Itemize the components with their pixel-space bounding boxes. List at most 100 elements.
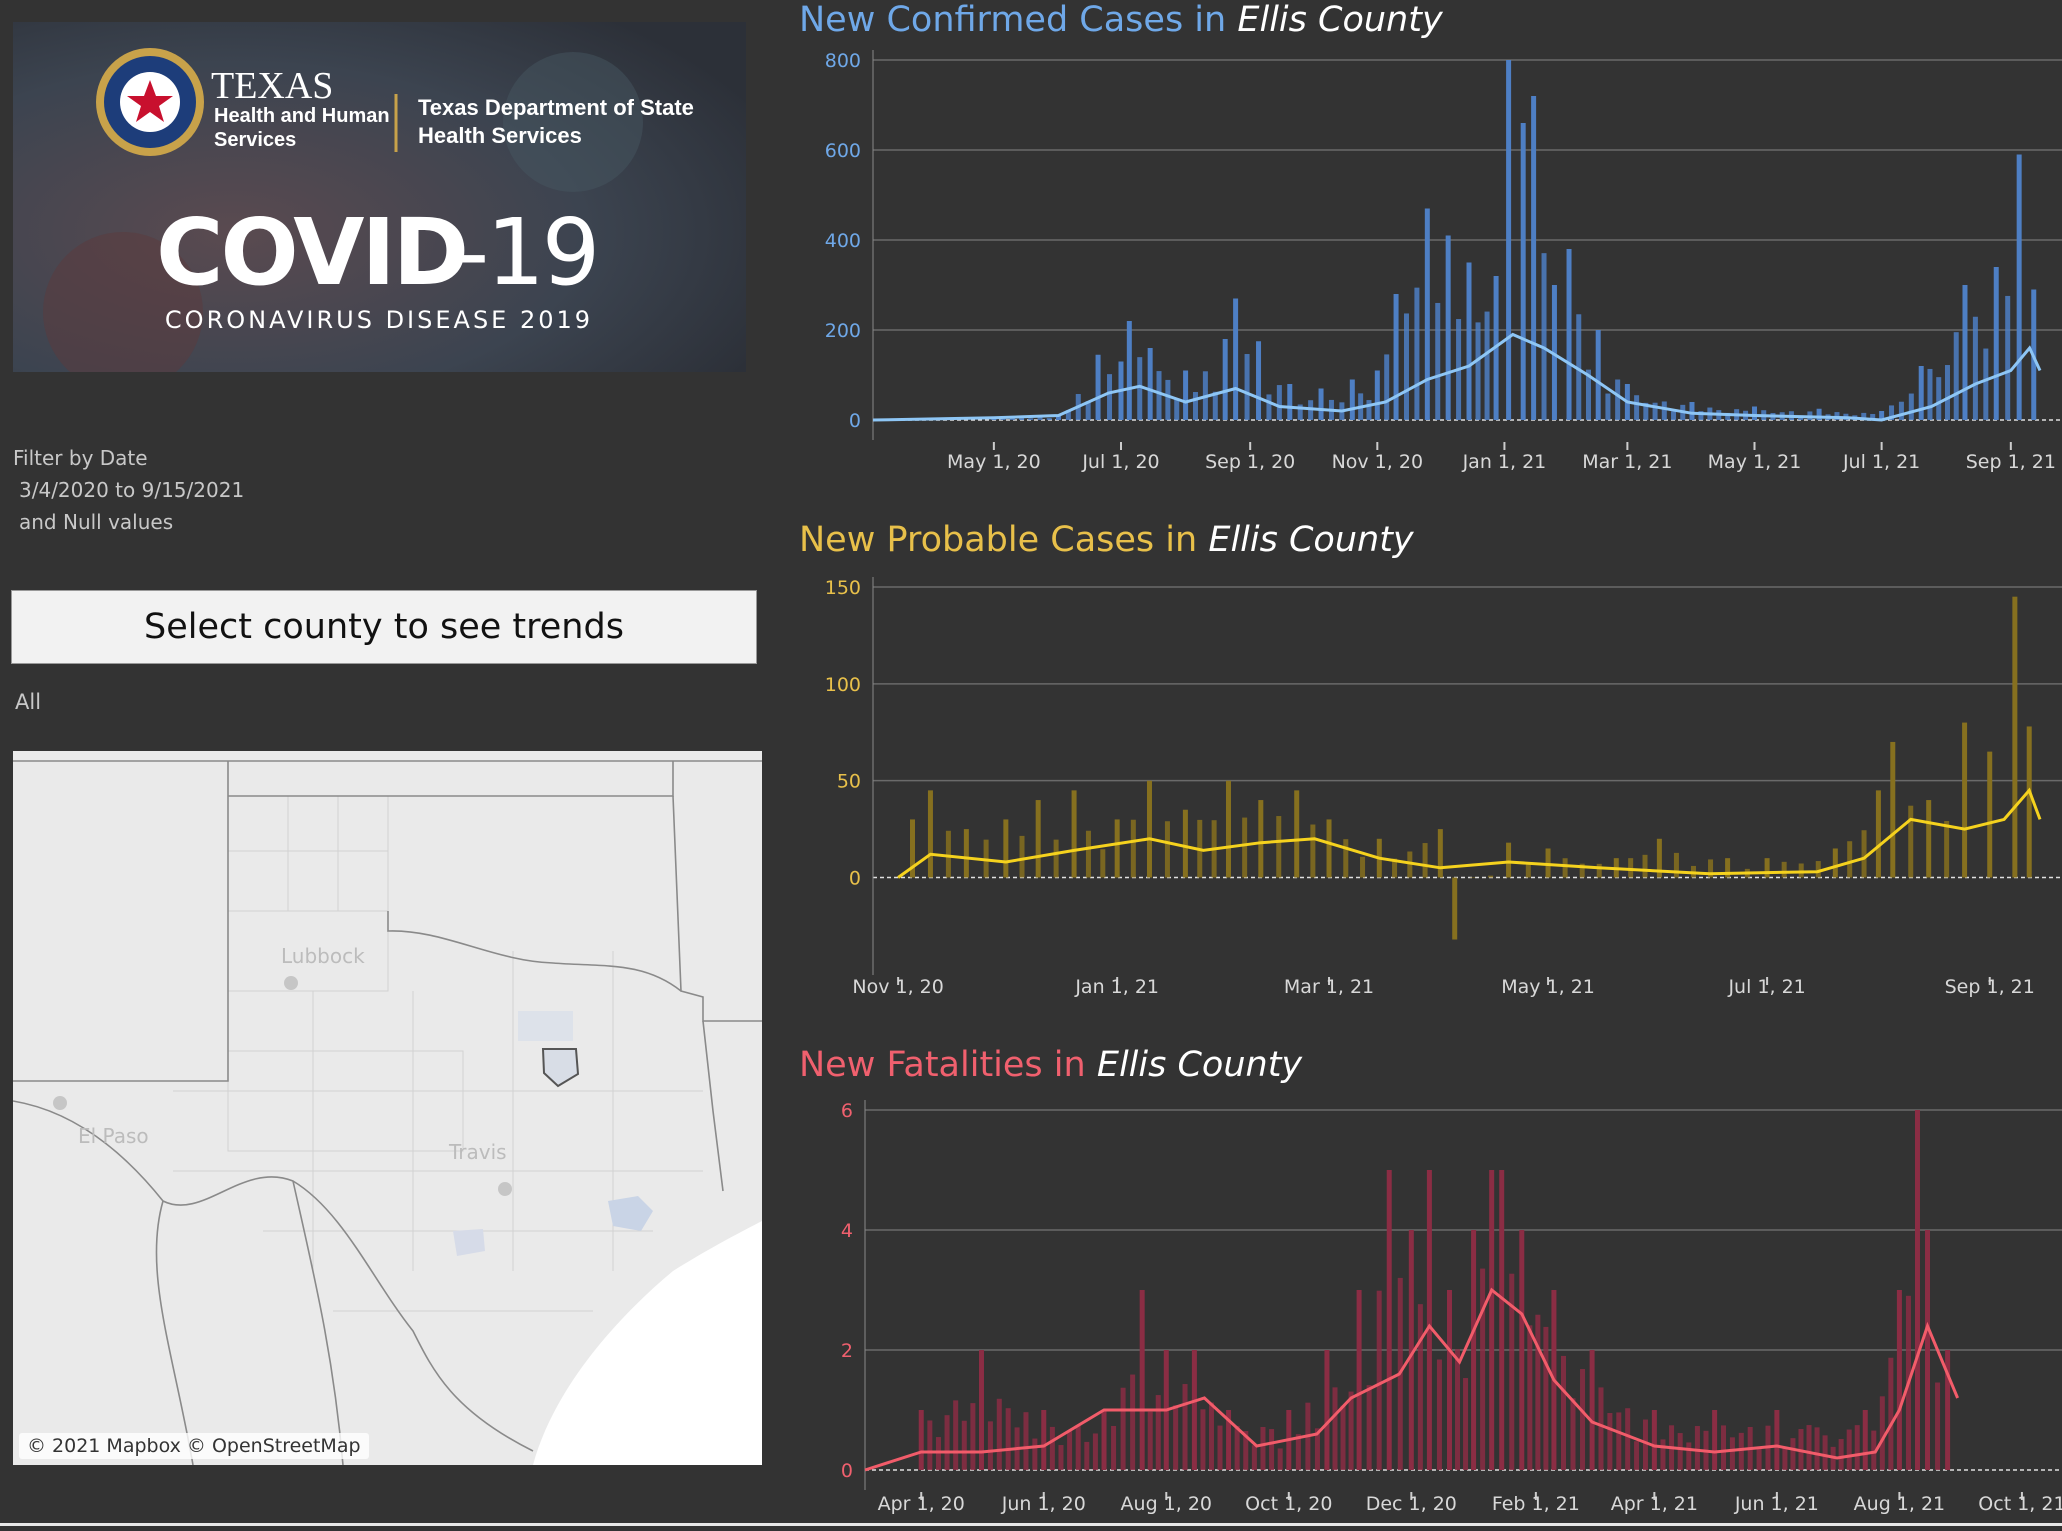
- confirmed-bar: [1541, 253, 1547, 420]
- select-county-header[interactable]: Select county to see trends: [11, 590, 757, 664]
- fatalities-bar: [1446, 1290, 1452, 1470]
- confirmed-bar: [1624, 384, 1630, 420]
- probable-bar: [1470, 877, 1476, 879]
- fatalities-bar: [1703, 1430, 1709, 1470]
- confirmed-x-tick-label: Mar 1, 21: [1582, 451, 1672, 473]
- confirmed-bar: [1349, 379, 1355, 420]
- confirmed-bar: [1403, 313, 1409, 420]
- confirmed-bar: [1137, 357, 1143, 420]
- fatalities-bar: [1830, 1446, 1836, 1470]
- confirmed-bar: [1424, 208, 1430, 420]
- confirmed-bar: [1493, 276, 1499, 420]
- confirmed-bar: [1009, 417, 1015, 420]
- fatalities-bar: [1634, 1441, 1640, 1470]
- fatalities-bar: [1738, 1432, 1744, 1470]
- fatalities-bar: [1721, 1425, 1727, 1470]
- fatalities-bar: [1499, 1170, 1505, 1470]
- fatalities-bar: [1790, 1438, 1796, 1470]
- fatalities-x-tick-label: Apr 1, 21: [1611, 1493, 1698, 1515]
- confirmed-bar: [1456, 319, 1462, 420]
- fatalities-bar: [1480, 1268, 1486, 1470]
- confirmed-bar: [1287, 384, 1293, 420]
- fatalities-bar: [1925, 1230, 1931, 1470]
- fatalities-bar: [1782, 1447, 1788, 1470]
- probable-bar: [1987, 751, 1993, 878]
- probable-bar: [1085, 830, 1091, 878]
- probable-bar: [1642, 854, 1648, 878]
- fatalities-bar: [1838, 1439, 1844, 1470]
- probable-y-tick-label: 150: [825, 577, 861, 599]
- bottom-border: [0, 1523, 2062, 1526]
- hhs-line2: Services: [214, 129, 296, 151]
- confirmed-bar: [1475, 322, 1481, 420]
- confirmed-bar: [1972, 316, 1978, 420]
- probable-title-prefix: New Probable Cases in: [799, 520, 1198, 560]
- probable-chart-title: New Probable Cases in Ellis County: [799, 520, 1414, 560]
- probable-bar: [1579, 863, 1585, 878]
- probable-bar: [1890, 741, 1896, 878]
- confirmed-bar: [1484, 311, 1490, 420]
- probable-bar: [1764, 858, 1770, 878]
- probable-bar: [1781, 861, 1787, 878]
- probable-x-tick-label: Jul 1, 21: [1727, 976, 1805, 998]
- fatalities-bar: [1905, 1295, 1911, 1470]
- probable-bar: [1326, 819, 1332, 878]
- fatalities-bar: [1332, 1387, 1338, 1470]
- fatalities-avg-line: [864, 1287, 1959, 1472]
- probable-bar: [1276, 816, 1282, 878]
- fatalities-bar: [1774, 1410, 1780, 1470]
- confirmed-bar: [1414, 287, 1420, 420]
- confirmed-bar: [1118, 361, 1124, 420]
- confirmed-bar: [1046, 418, 1052, 420]
- confirmed-bar: [991, 417, 997, 420]
- probable-y-tick-label: 50: [837, 771, 861, 793]
- confirmed-title-prefix: New Confirmed Cases in: [799, 0, 1227, 40]
- fatalities-bar: [1694, 1426, 1700, 1470]
- county-selection-value[interactable]: All: [15, 690, 42, 714]
- confirmed-bar: [1055, 415, 1061, 420]
- fatalities-bar: [1814, 1427, 1820, 1470]
- fatalities-bar: [1417, 1304, 1423, 1470]
- probable-bar: [1926, 800, 1932, 878]
- probable-bar: [1164, 821, 1170, 878]
- probable-bar: [983, 839, 989, 878]
- probable-bar: [1798, 863, 1804, 878]
- fatalities-bar: [1226, 1410, 1232, 1470]
- probable-bar: [1962, 722, 1968, 878]
- probable-bar: [1053, 839, 1059, 878]
- fatalities-bar: [1489, 1170, 1495, 1470]
- fatalities-bar: [1376, 1290, 1382, 1470]
- fatalities-bar: [1163, 1350, 1169, 1470]
- probable-bar: [1488, 875, 1494, 878]
- seal-logo: [96, 48, 204, 156]
- confirmed-bar: [1384, 354, 1390, 420]
- confirmed-bar: [1085, 401, 1091, 420]
- probable-bar: [1360, 856, 1366, 878]
- fatalities-bar: [1286, 1410, 1292, 1470]
- date-filter-summary: Filter by Date 3/4/2020 to 9/15/2021 and…: [13, 442, 244, 538]
- probable-bar: [1861, 830, 1867, 878]
- texas-word: TEXAS: [211, 65, 333, 107]
- confirmed-bar: [1927, 368, 1933, 420]
- probable-bar: [1182, 809, 1188, 878]
- fatalities-bar: [1519, 1230, 1525, 1470]
- fatalities-bar: [1191, 1350, 1197, 1470]
- fatalities-x-tick-label: Aug 1, 20: [1121, 1493, 1212, 1515]
- confirmed-bar: [1585, 369, 1591, 420]
- ellis-county-outline[interactable]: [541, 1048, 580, 1088]
- confirmed-bar: [1807, 411, 1813, 420]
- fatalities-x-tick-label: Oct 1, 20: [1245, 1493, 1332, 1515]
- fatalities-bar: [1295, 1434, 1301, 1470]
- fatalities-bar: [1642, 1419, 1648, 1470]
- filter-nulls: and Null values: [19, 510, 174, 534]
- confirmed-bar: [1126, 321, 1132, 420]
- texas-county-map[interactable]: Lubbock El Paso Travis © 2021 Mapbox © O…: [13, 751, 762, 1465]
- confirmed-bar: [1566, 249, 1572, 420]
- confirmed-bar: [1147, 348, 1153, 420]
- fatalities-bar: [1806, 1425, 1812, 1470]
- confirmed-bar: [1843, 413, 1849, 420]
- fatalities-bar: [1625, 1408, 1631, 1470]
- map-attribution[interactable]: © 2021 Mapbox © OpenStreetMap: [19, 1433, 369, 1459]
- probable-bar: [1146, 780, 1152, 878]
- confirmed-bar: [1308, 400, 1314, 420]
